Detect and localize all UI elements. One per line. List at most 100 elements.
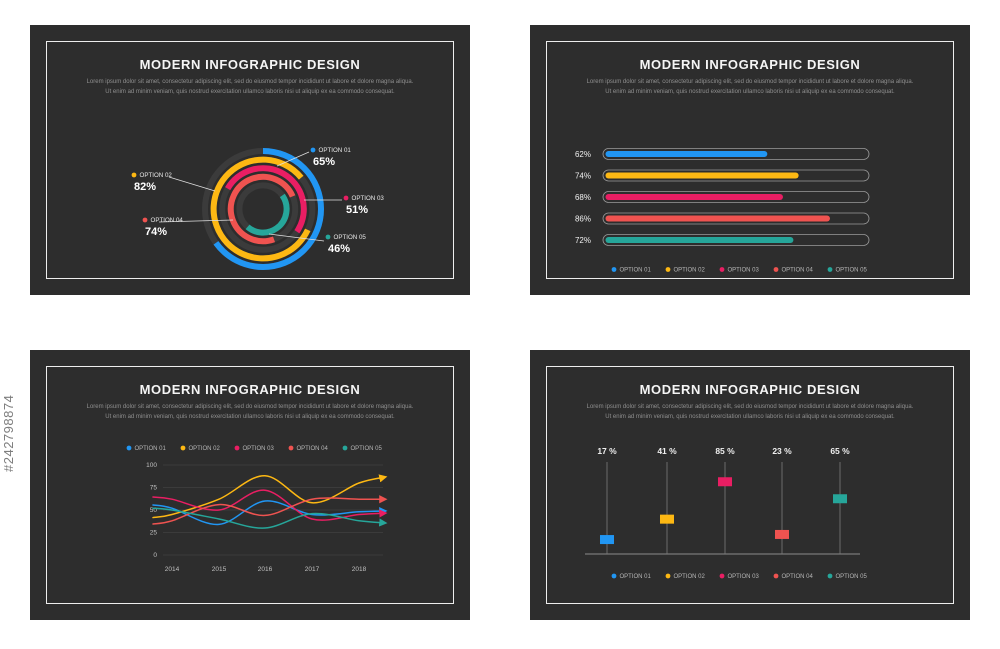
ring-arc xyxy=(210,156,316,262)
chart-text: 2015 xyxy=(212,566,227,573)
chart-text: 75 xyxy=(150,485,158,492)
chart-text: OPTION 05 xyxy=(836,574,868,580)
legend-dot xyxy=(827,267,833,272)
slide-stem-chart: MODERN INFOGRAPHIC DESIGN Lorem ipsum do… xyxy=(530,350,970,620)
chart-text: 41 % xyxy=(657,446,677,456)
slide-ring-chart: MODERN INFOGRAPHIC DESIGN Lorem ipsum do… xyxy=(30,25,470,295)
label-dot xyxy=(310,147,316,153)
slide-title: MODERN INFOGRAPHIC DESIGN xyxy=(639,382,861,397)
legend-dot xyxy=(773,267,779,272)
bar-track xyxy=(602,169,870,182)
bar-track xyxy=(602,234,870,246)
legend-dot xyxy=(719,267,725,272)
stem-marker xyxy=(600,535,614,545)
bar-track xyxy=(602,191,870,203)
legend-dot xyxy=(773,573,779,579)
chart-text: 2017 xyxy=(305,566,320,573)
slide-title: MODERN INFOGRAPHIC DESIGN xyxy=(639,57,861,72)
slide-frame: MODERN INFOGRAPHIC DESIGN Lorem ipsum do… xyxy=(546,366,954,604)
chart-text: OPTION 04 xyxy=(297,446,329,452)
chart-text: 100 xyxy=(146,462,157,469)
chart-text: 82% xyxy=(134,181,156,193)
legend-dot xyxy=(234,445,240,451)
slide-body-line1: Lorem ipsum dolor sit amet, consectetur … xyxy=(586,79,914,85)
chart-text: OPTION 05 xyxy=(836,268,868,274)
slide-title: MODERN INFOGRAPHIC DESIGN xyxy=(139,57,361,72)
legend-dot xyxy=(665,573,671,579)
chart-text: OPTION 02 xyxy=(674,268,706,274)
chart-text: OPTION 03 xyxy=(243,446,275,452)
chart-text: OPTION 02 xyxy=(189,446,221,452)
chart-text: 2014 xyxy=(165,566,180,573)
chart-text: 46% xyxy=(328,243,350,255)
slide-frame: MODERN INFOGRAPHIC DESIGN Lorem ipsum do… xyxy=(546,41,954,279)
chart-text: 51% xyxy=(346,204,368,216)
label-dot xyxy=(131,172,137,178)
chart-text: 74% xyxy=(145,226,167,238)
leader-line xyxy=(268,233,325,242)
stem-marker xyxy=(660,514,674,524)
bar-fill xyxy=(605,151,768,157)
line-series xyxy=(152,489,388,521)
legend-dot xyxy=(180,445,186,451)
chart-text: 74% xyxy=(575,171,591,180)
chart-text: OPTION 02 xyxy=(674,574,706,580)
line-series xyxy=(152,474,388,519)
slide-body-line1: Lorem ipsum dolor sit amet, consectetur … xyxy=(86,79,414,85)
leader-line xyxy=(168,176,216,192)
chart-text: 68% xyxy=(575,193,591,202)
line-series xyxy=(152,495,388,525)
chart-text: 0 xyxy=(153,552,157,559)
legend-dot xyxy=(827,573,833,579)
chart-text: OPTION 01 xyxy=(135,446,167,452)
chart-text: OPTION 01 xyxy=(319,147,352,154)
ring-arc xyxy=(202,148,324,270)
stem-marker xyxy=(833,494,847,504)
chart-text: OPTION 03 xyxy=(728,574,760,580)
label-dot xyxy=(142,217,148,223)
slide-frame: MODERN INFOGRAPHIC DESIGN Lorem ipsum do… xyxy=(46,41,454,279)
chart-text: OPTION 04 xyxy=(782,574,814,580)
ring-arc xyxy=(236,182,290,236)
line-series xyxy=(152,500,388,526)
bar-fill xyxy=(605,237,794,243)
slide-body-line2: Ut enim ad minim veniam, quis nostrud ex… xyxy=(105,413,395,420)
slide-line-chart: MODERN INFOGRAPHIC DESIGN Lorem ipsum do… xyxy=(30,350,470,620)
legend-dot xyxy=(342,445,348,451)
legend-dot xyxy=(288,445,294,451)
chart-text: 2018 xyxy=(352,566,367,573)
chart-text: OPTION 04 xyxy=(782,268,814,274)
slide-body-line1: Lorem ipsum dolor sit amet, consectetur … xyxy=(586,404,914,410)
legend-dot xyxy=(719,573,725,579)
bar-fill xyxy=(605,215,830,222)
slide-bar-chart: MODERN INFOGRAPHIC DESIGN Lorem ipsum do… xyxy=(530,25,970,295)
slide-body-line2: Ut enim ad minim veniam, quis nostrud ex… xyxy=(105,88,395,95)
bar-fill xyxy=(605,194,783,200)
chart-text: OPTION 01 xyxy=(620,574,652,580)
chart-text: OPTION 03 xyxy=(728,268,760,274)
chart-text: 85 % xyxy=(715,446,735,456)
chart-text: 65% xyxy=(313,156,335,168)
leader-line xyxy=(276,151,310,167)
chart-text: OPTION 02 xyxy=(140,172,173,179)
chart-text: 17 % xyxy=(597,446,617,456)
slide-frame: MODERN INFOGRAPHIC DESIGN Lorem ipsum do… xyxy=(46,366,454,604)
line-series xyxy=(152,507,388,529)
legend-dot xyxy=(611,573,617,579)
chart-text: 62% xyxy=(575,150,591,159)
chart-text: 50 xyxy=(150,507,158,514)
chart-text: 86% xyxy=(575,214,591,223)
horizontal-bar-chart: 62% 74% 68% 86% 72% OPTION 01 OPTION 02 OPTION … xyxy=(575,148,870,274)
chart-text: 2016 xyxy=(258,566,273,573)
slide-title: MODERN INFOGRAPHIC DESIGN xyxy=(139,382,361,397)
stem-marker xyxy=(775,529,789,539)
chart-text: OPTION 05 xyxy=(334,234,367,241)
label-dot xyxy=(343,195,349,201)
slide-body-line1: Lorem ipsum dolor sit amet, consectetur … xyxy=(86,404,414,410)
leader-line xyxy=(158,219,234,223)
line-chart: 0 25 50 75 100 2014 2015 2016 2017 2018 OPTION 01 O… xyxy=(126,445,388,573)
slide-body-line2: Ut enim ad minim veniam, quis nostrud ex… xyxy=(605,88,895,95)
chart-text: OPTION 01 xyxy=(620,268,652,274)
concentric-ring-chart: OPTION 01 65% OPTION 02 82% OPTION 03 51% OPTI… xyxy=(131,147,384,270)
